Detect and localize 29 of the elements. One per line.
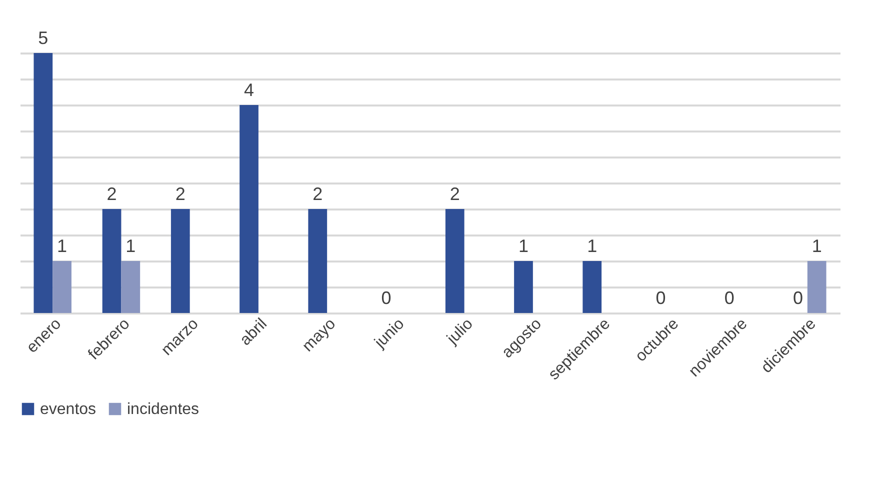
data-label: 2: [175, 184, 186, 204]
data-label: 0: [792, 288, 803, 308]
bar: [807, 261, 826, 313]
legend-label: eventos: [40, 401, 96, 418]
bar: [52, 261, 72, 313]
data-label: 0: [724, 288, 734, 308]
bar: [34, 53, 53, 313]
bar: [514, 261, 533, 313]
data-label: 1: [812, 236, 822, 256]
bar: [308, 209, 328, 313]
bar: [170, 209, 190, 313]
data-label: 0: [656, 288, 666, 308]
x-tick-label: julio: [443, 315, 476, 348]
bar: [102, 209, 122, 313]
bar: [240, 105, 258, 313]
data-label: 2: [450, 184, 460, 204]
data-label: 1: [518, 236, 528, 256]
data-label: 1: [57, 236, 68, 256]
data-label: 2: [106, 184, 117, 204]
bar: [582, 261, 602, 313]
data-label: 1: [587, 236, 598, 256]
data-label: 1: [126, 236, 136, 256]
data-label: 4: [244, 80, 254, 100]
legend-label: incidentes: [127, 401, 200, 418]
bar: [445, 209, 464, 313]
data-label: 2: [312, 184, 323, 204]
bar: [121, 261, 140, 313]
data-label: 5: [38, 28, 48, 48]
data-label: 0: [381, 288, 392, 308]
